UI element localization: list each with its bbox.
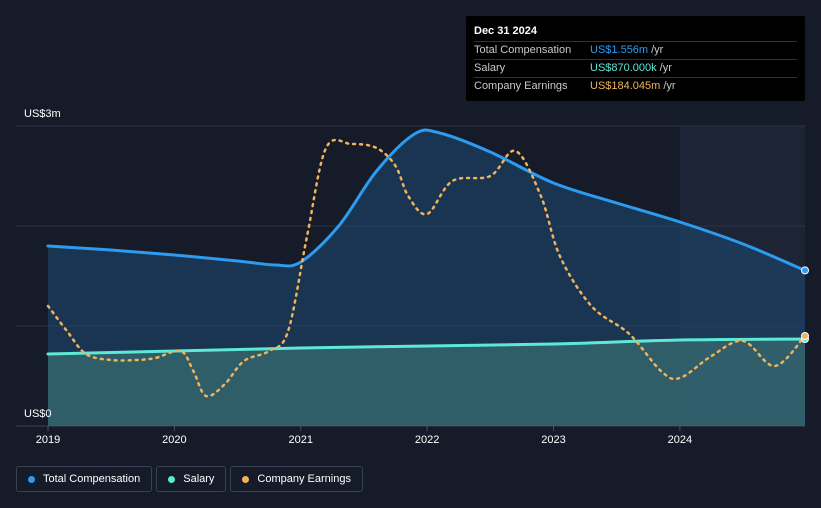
tooltip-label: Total Compensation [474, 44, 572, 56]
total-compensation-endpoint [801, 266, 809, 275]
salary-area [48, 339, 805, 426]
tooltip-value: US$870.000k [590, 62, 657, 74]
tooltip-label: Company Earnings [474, 80, 568, 92]
legend-label: Total Compensation [43, 473, 141, 485]
tooltip-value: US$1.556m [590, 44, 649, 56]
tooltip-unit: /yr [663, 80, 676, 92]
salary-line [46, 337, 807, 356]
legend-item-company-earnings[interactable]: Company Earnings [230, 466, 363, 492]
legend-dot-icon [168, 475, 176, 483]
tooltip: Dec 31 2024 Total Compensation US$1.556m… [466, 16, 805, 101]
tooltip-label: Salary [474, 62, 506, 74]
company-earnings-line [46, 138, 807, 398]
x-axis: 2019 2020 2021 2022 2023 2024 [36, 426, 692, 446]
x-tick-label: 2021 [289, 434, 313, 446]
plot-series [46, 128, 809, 426]
tooltip-value: US$184.045m [590, 80, 661, 92]
x-tick-label: 2023 [541, 434, 565, 446]
tooltip-row-salary: Salary US$870.000k /yr [474, 59, 797, 77]
y-axis-bottom-label: US$0 [24, 408, 52, 420]
legend-dot-icon [242, 475, 250, 483]
legend-item-salary[interactable]: Salary [156, 466, 227, 492]
tooltip-row-total: Total Compensation US$1.556m /yr [474, 41, 797, 59]
legend-label: Company Earnings [257, 473, 351, 485]
tooltip-row-earnings: Company Earnings US$184.045m /yr [474, 77, 797, 95]
company-earnings-endpoint [801, 332, 809, 340]
x-tick-label: 2020 [162, 434, 186, 446]
tooltip-unit: /yr [651, 44, 664, 56]
x-tick-label: 2024 [668, 434, 692, 446]
x-tick-label: 2019 [36, 434, 60, 446]
legend-dot-icon [28, 475, 35, 483]
y-axis-top-label: US$3m [24, 108, 61, 120]
x-tick-label: 2022 [415, 434, 439, 446]
legend-label: Salary [183, 473, 215, 485]
total-compensation-line [46, 128, 807, 272]
tooltip-date: Dec 31 2024 [474, 25, 537, 37]
legend-item-total-compensation[interactable]: Total Compensation [16, 466, 153, 492]
tooltip-unit: /yr [659, 62, 672, 74]
legend: Total Compensation Salary Company Earnin… [16, 466, 367, 492]
